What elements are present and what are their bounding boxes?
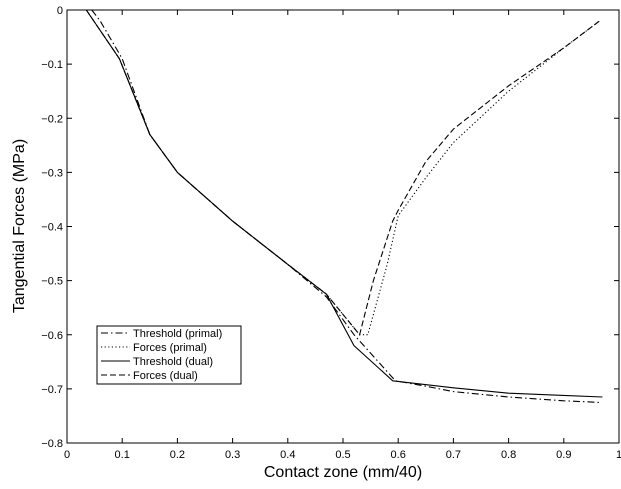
legend-label-threshold-dual: Threshold (dual)	[133, 356, 213, 368]
series-line-forces-dual	[85, 9, 601, 336]
y-tick-label: −0.3	[41, 167, 63, 179]
legend-label-threshold-primal: Threshold (primal)	[133, 328, 222, 340]
x-tick-label: 0.7	[446, 449, 461, 461]
series-line-threshold-primal	[91, 9, 600, 403]
legend-label-forces-dual: Forces (dual)	[133, 370, 198, 382]
legend-box	[96, 325, 242, 385]
x-tick-label: 0.2	[170, 449, 185, 461]
x-tick-label: 0.9	[556, 449, 571, 461]
y-tick-label: −0.4	[41, 222, 63, 234]
legend: Threshold (primal) Forces (primal) Thres…	[96, 325, 242, 385]
y-tick-label: −0.8	[41, 438, 63, 450]
y-tick-label: −0.6	[41, 330, 63, 342]
series-line-forces-primal	[85, 9, 601, 336]
legend-label-forces-primal: Forces (primal)	[133, 342, 207, 354]
y-tick-label: 0	[57, 5, 63, 17]
x-tick-label: 0.3	[225, 449, 240, 461]
series-lines	[85, 9, 603, 403]
x-tick-label: 0.4	[280, 449, 295, 461]
x-tick-label: 1	[616, 449, 621, 461]
y-tick-label: −0.5	[41, 276, 63, 288]
y-tick-label: −0.7	[41, 384, 63, 396]
x-tick-label: 0	[64, 449, 70, 461]
x-tick-label: 0.5	[335, 449, 350, 461]
x-tick-label: 0.6	[391, 449, 406, 461]
y-tick-label: −0.2	[41, 113, 63, 125]
x-axis-label: Contact zone (mm/40)	[264, 464, 422, 481]
y-tick-label: −0.1	[41, 59, 63, 71]
x-tick-label: 0.1	[115, 449, 130, 461]
y-axis-label: Tangential Forces (MPa)	[11, 139, 28, 313]
axis-ticks: 0 0.1 0.2 0.3 0.4 0.5 0.6 0.7 0.8 0.9 1 0 −0.1 −0.2 −0…	[41, 5, 621, 461]
x-tick-label: 0.8	[501, 449, 516, 461]
